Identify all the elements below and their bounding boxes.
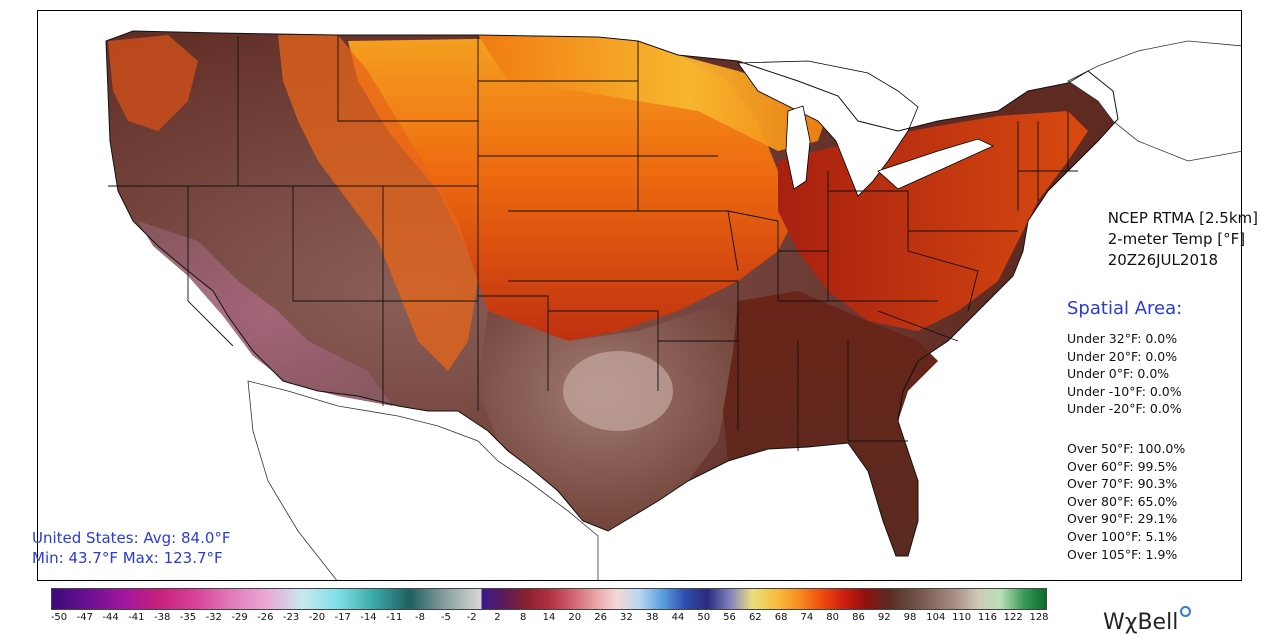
- colorbar-tick-labels: -50 -47 -44 -41 -38 -35 -32 -29 -26 -23 -20 -17 -14-…: [50, 612, 1049, 626]
- colorbar-tick-label: -44: [102, 612, 119, 623]
- colorbar-tick-label: 86: [852, 612, 865, 623]
- rockies-warm: [278, 35, 478, 371]
- colorbar-tick-label: 20: [568, 612, 582, 623]
- plains-heat: [348, 37, 798, 341]
- colorbar-tick-label: -32: [205, 612, 222, 623]
- colorbar-tick-label: -38: [153, 612, 171, 623]
- colorbar-tick-label: -20: [308, 612, 326, 623]
- over-50-stat: Over 50°F: 100.0%: [1067, 440, 1186, 456]
- product-info: NCEP RTMA [2.5km] 2-meter Temp [°F] 20Z2…: [1108, 208, 1258, 271]
- colorbar-tick-label: -26: [257, 612, 274, 623]
- colorbar-tick-label: -2: [466, 612, 477, 623]
- colorbar-tick-label: 8: [520, 612, 527, 623]
- state-borders: [108, 35, 1078, 451]
- logo-dot-icon: [1180, 606, 1192, 617]
- colorbar-tick-label: 14: [542, 612, 556, 623]
- over-105-stat: Over 105°F: 1.9%: [1067, 546, 1178, 562]
- colorbar-tick-label: -41: [128, 612, 145, 623]
- colorbar-tick-label: -14: [360, 612, 377, 623]
- northern-tier: [478, 35, 828, 151]
- us-temperature-stats: United States: Avg: 84.0°F Min: 43.7°F M…: [32, 528, 231, 568]
- colorbar-tick-label: -35: [179, 612, 197, 623]
- mexico-outline: [247, 380, 599, 580]
- colorbar-tick-label: 50: [697, 612, 711, 623]
- wxbell-logo: WχBell: [1103, 606, 1192, 635]
- colorbar-tick-label: 56: [723, 612, 736, 623]
- over-70-stat: Over 70°F: 90.3%: [1067, 476, 1178, 492]
- conus-outline: [105, 30, 1119, 557]
- canada-east-outline: [1067, 40, 1241, 162]
- product-valid-time: 20Z26JUL2018: [1107, 251, 1219, 269]
- under-20-stat: Under 20°F: 0.0%: [1067, 348, 1178, 364]
- colorbar-tick-label: 116: [977, 612, 997, 623]
- temperature-colorbar: [51, 588, 1047, 610]
- west-texas-pale: [563, 351, 673, 431]
- colorbar-tick-label: -5: [440, 612, 451, 623]
- over-80-stat: Over 80°F: 65.0%: [1067, 493, 1178, 509]
- over-100-stat: Over 100°F: 5.1%: [1067, 528, 1178, 544]
- colorbar-tick-label: -8: [415, 612, 426, 623]
- colorbar-tick-label: 92: [877, 612, 891, 623]
- under-0-stat: Under 0°F: 0.0%: [1067, 366, 1170, 382]
- colorbar-tick-label: 128: [1029, 612, 1049, 623]
- colorbar-tick-label: -17: [334, 612, 351, 623]
- colorbar-tick-label: -50: [50, 612, 68, 623]
- under-minus10-stat: Under -10°F: 0.0%: [1067, 383, 1182, 399]
- southwest-desert: [138, 221, 393, 406]
- colorbar-tick-label: -11: [386, 612, 403, 623]
- southeast-dark: [723, 291, 938, 556]
- under-minus20-stat: Under -20°F: 0.0%: [1067, 401, 1182, 417]
- colorbar-tick-label: 122: [1003, 612, 1023, 623]
- colorbar-tick-label: 32: [619, 612, 633, 623]
- colorbar-tick-label: 62: [748, 612, 762, 623]
- colorbar-tick-label: -47: [76, 612, 93, 623]
- logo-text: WχBell: [1103, 610, 1179, 635]
- colorbar-tick-label: -23: [282, 612, 300, 623]
- spatial-area-stats: Under 32°F: 0.0% Under 20°F: 0.0% Under …: [1067, 330, 1185, 563]
- colorbar-tick-label: 68: [774, 612, 788, 623]
- product-variable: 2-meter Temp [°F]: [1107, 230, 1246, 248]
- lake-michigan: [785, 105, 811, 190]
- under-32-stat: Under 32°F: 0.0%: [1067, 331, 1178, 346]
- us-min-max-line: Min: 43.7°F Max: 123.7°F: [32, 549, 223, 567]
- west-coast-warm: [108, 35, 198, 131]
- colorbar-tick-label: -29: [231, 612, 248, 623]
- over-90-stat: Over 90°F: 29.1%: [1067, 511, 1178, 527]
- product-source: NCEP RTMA [2.5km]: [1107, 209, 1258, 227]
- colorbar-tick-label: 74: [800, 612, 814, 623]
- colorbar-tick-label: 44: [671, 612, 685, 623]
- colorbar-tick-label: 110: [952, 612, 972, 623]
- spatial-area-title: Spatial Area:: [1067, 298, 1183, 319]
- colorbar-tick-label: 26: [594, 612, 607, 623]
- colorbar-tick-label: 2: [494, 612, 501, 623]
- over-60-stat: Over 60°F: 99.5%: [1067, 458, 1178, 474]
- lake-erie-ontario: [877, 138, 994, 190]
- colorbar-tick-label: 104: [926, 612, 946, 623]
- us-avg-line: United States: Avg: 84.0°F: [32, 529, 231, 547]
- map-panel: [37, 10, 1242, 581]
- colorbar-tick-label: 98: [903, 612, 917, 623]
- colorbar-tick-label: 38: [645, 612, 659, 623]
- temperature-map: [105, 30, 1241, 580]
- colorbar-tick-label: 80: [826, 612, 840, 623]
- great-lakes: [737, 60, 919, 197]
